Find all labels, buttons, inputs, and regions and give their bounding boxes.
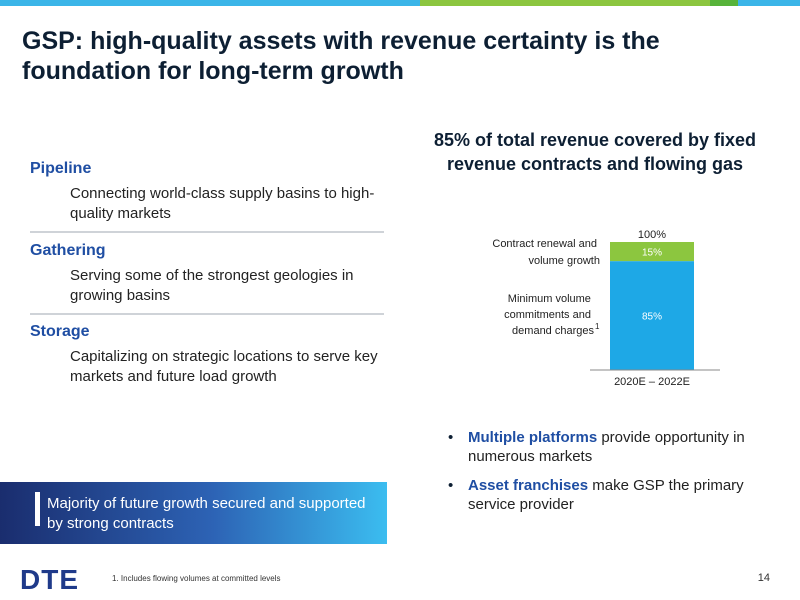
logo-text: DTE [20,565,79,591]
callout-accent-bar [35,492,40,526]
label-line: Minimum volume [508,293,591,305]
section-divider [30,313,384,315]
footnote-superscript: 1 [595,322,600,331]
label-line: Contract renewal and [492,238,597,250]
x-axis-tick-label: 2020E – 2022E [614,376,690,388]
callout-banner: Majority of future growth secured and su… [0,482,387,544]
section-pipeline: Pipeline Connecting world-class supply b… [30,160,384,224]
footnote: 1. Includes flowing volumes at committed… [112,574,281,583]
bar-value-label-minimum-volume: 85% [642,312,662,323]
accent-segment-5 [738,0,800,6]
label-line: volume growth [528,255,600,267]
section-gathering: Gathering Serving some of the strongest … [30,242,384,306]
bar-segment-minimum-volume [610,261,694,370]
bullet-text: provide opportunity in numerous markets [468,429,745,465]
chart-title: 85% of total revenue covered by fixed re… [433,130,757,174]
accent-segment-4 [710,0,738,6]
bullet-highlight: Multiple platforms [468,429,598,446]
bullet-list: • Multiple platforms provide opportunity… [446,428,776,524]
dte-logo: DTE [20,565,79,591]
bullet-item: • Asset franchises make GSP the primary … [446,476,776,514]
section-body: Capitalizing on strategic locations to s… [70,348,378,385]
bullet-text: make GSP the primary service provider [468,477,744,513]
bullet-dot: • [448,477,454,494]
section-divider [30,231,384,233]
section-body: Connecting world-class supply basins to … [70,185,375,222]
total-label: 100% [638,229,666,241]
bar-value-label-contract-renewal: 15% [642,248,662,259]
top-accent-bar [0,0,800,6]
revenue-stacked-bar-chart: 100% 15% 85% 2020E – 2022E Contract rene… [492,229,720,388]
series-label-contract-renewal: Contract renewal and volume growth [492,238,600,267]
bullet-highlight: Asset franchises [468,477,589,494]
label-line: demand charges [512,325,594,337]
label-line: commitments and [504,309,591,321]
series-label-minimum-volume: Minimum volume commitments and demand ch… [504,293,594,337]
section-heading: Gathering [30,242,106,259]
section-storage: Storage Capitalizing on strategic locati… [30,323,384,387]
bar-segment-contract-renewal [610,242,694,262]
page-title: GSP: high-quality assets with revenue ce… [22,27,660,85]
section-body: Serving some of the strongest geologies … [70,267,354,304]
callout-text: Majority of future growth secured and su… [47,495,366,532]
bullet-dot: • [448,429,454,446]
accent-segment-1 [0,0,420,6]
bullet-item: • Multiple platforms provide opportunity… [446,428,776,466]
page-number: 14 [757,572,770,584]
section-heading: Storage [30,323,90,340]
accent-segment-3 [420,0,710,6]
section-heading: Pipeline [30,160,92,177]
